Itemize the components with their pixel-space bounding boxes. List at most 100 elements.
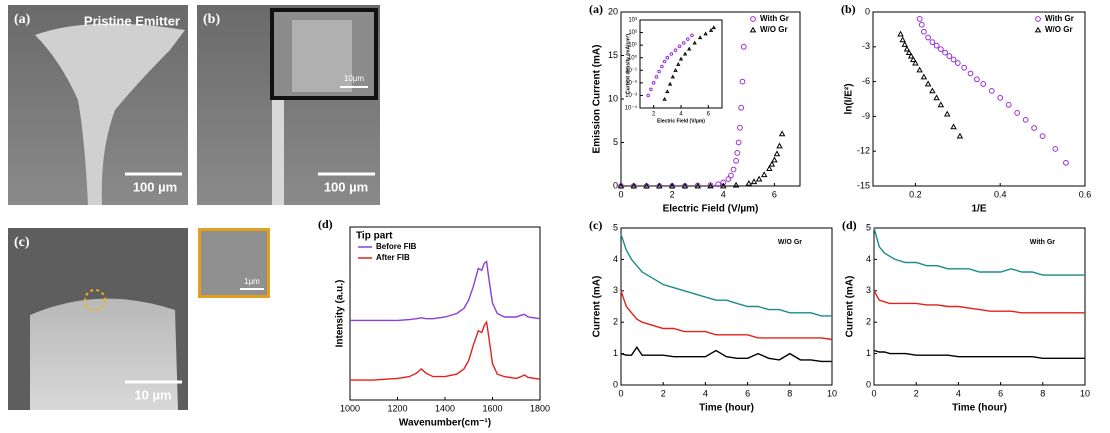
series-line: [873, 349, 1085, 359]
marker: [925, 34, 932, 41]
marker: [707, 182, 714, 189]
y-tick-label: -12: [857, 146, 870, 156]
x-tick-label: 0: [871, 388, 876, 398]
panel-label: (a): [589, 2, 603, 16]
legend-label: With Gr: [760, 14, 789, 23]
marker: [745, 179, 753, 186]
marker: [735, 139, 742, 146]
marker: [682, 51, 688, 56]
series-line: [620, 290, 833, 341]
marker: [899, 36, 906, 43]
marker: [667, 81, 673, 86]
marker: [711, 25, 716, 30]
series-line: [350, 260, 541, 322]
y-tick-label: -6: [862, 76, 870, 86]
marker: [681, 41, 686, 45]
panel-label: (c): [589, 218, 602, 232]
marker: [954, 60, 961, 66]
marker: [649, 87, 653, 92]
x-axis-label: Electric Field (V/µm): [657, 118, 705, 124]
sem-image-a: (a) Pristine Emitter 100 µm: [8, 5, 188, 206]
plot-frame: [873, 227, 1086, 386]
marker: [920, 73, 928, 80]
y-tick-label: 10¹: [628, 43, 637, 49]
marker: [697, 35, 703, 40]
marker: [1035, 16, 1041, 22]
x-tick-label: 8: [1040, 388, 1045, 398]
marker: [946, 53, 953, 59]
marker: [956, 132, 964, 139]
marker: [907, 52, 915, 59]
y-tick-label: 5: [613, 137, 618, 147]
marker: [1034, 26, 1042, 33]
y-tick-label: 4: [613, 254, 618, 264]
marker: [749, 26, 757, 33]
x-tick-label: 2: [914, 388, 919, 398]
marker: [740, 43, 747, 50]
y-axis-label: ln(I/E²): [844, 83, 855, 114]
panel-label: (d): [842, 218, 857, 232]
x-tick-label: 4: [721, 189, 726, 199]
marker: [924, 80, 932, 87]
marker: [734, 150, 741, 156]
x-tick-label: 6: [998, 388, 1003, 398]
panel-label: (b): [841, 2, 856, 16]
annotation: With Gr: [1030, 239, 1055, 246]
marker: [1022, 116, 1029, 123]
marker: [737, 124, 743, 131]
marker: [681, 182, 689, 189]
marker: [773, 150, 781, 157]
marker: [677, 44, 682, 49]
marker: [656, 182, 663, 189]
y-tick-label: 10⁻⁴: [625, 105, 638, 112]
sem-image-c: 1µm (c) 10 µm: [8, 228, 270, 410]
series-line: [620, 234, 832, 317]
marker: [760, 171, 768, 178]
legend-label: With Gr: [1045, 14, 1074, 23]
panel-label: (b): [203, 12, 220, 27]
inset-scalebar-label: 10µm: [344, 74, 365, 83]
y-tick-label: 0: [866, 379, 871, 389]
x-tick-label: 2: [652, 112, 656, 118]
marker: [916, 66, 923, 73]
marker: [720, 182, 727, 189]
marker: [703, 31, 708, 36]
marker: [643, 182, 650, 189]
marker: [997, 94, 1004, 101]
x-axis-label: Wavenumber(cm⁻¹): [399, 418, 491, 429]
marker: [1052, 145, 1059, 152]
marker: [980, 81, 987, 87]
marker: [708, 28, 714, 32]
marker: [776, 142, 783, 149]
series-line: [873, 290, 1085, 314]
marker: [686, 37, 690, 41]
marker: [1039, 133, 1046, 140]
marker: [961, 64, 968, 71]
y-tick-label: 2: [866, 317, 871, 327]
plot-frame: [620, 227, 833, 386]
series-line: [620, 346, 832, 363]
panel-label: (c): [14, 235, 30, 250]
y-tick-label: -15: [857, 180, 870, 190]
image-title: Pristine Emitter: [84, 13, 180, 28]
panel-label: (a): [14, 12, 31, 27]
marker: [766, 165, 773, 172]
marker: [668, 182, 676, 189]
legend-label: W/O Gr: [1045, 25, 1073, 34]
inset-scalebar-label: 1µm: [244, 277, 260, 286]
x-tick-label: 2: [670, 189, 675, 199]
marker: [662, 96, 667, 101]
marker: [738, 104, 745, 111]
sem-image-b: 10µm (b) 100 µm: [197, 5, 380, 205]
annotation: W/O Gr: [778, 239, 802, 246]
marker: [920, 28, 927, 35]
scalebar-label: 10 µm: [134, 387, 171, 402]
y-tick-label: 1: [866, 348, 871, 358]
marker: [676, 61, 681, 66]
y-tick-label: 5: [613, 222, 618, 232]
marker: [929, 87, 936, 94]
marker: [973, 76, 980, 83]
fiber-shape: [272, 82, 284, 205]
marker: [912, 59, 919, 66]
marker: [728, 172, 734, 179]
